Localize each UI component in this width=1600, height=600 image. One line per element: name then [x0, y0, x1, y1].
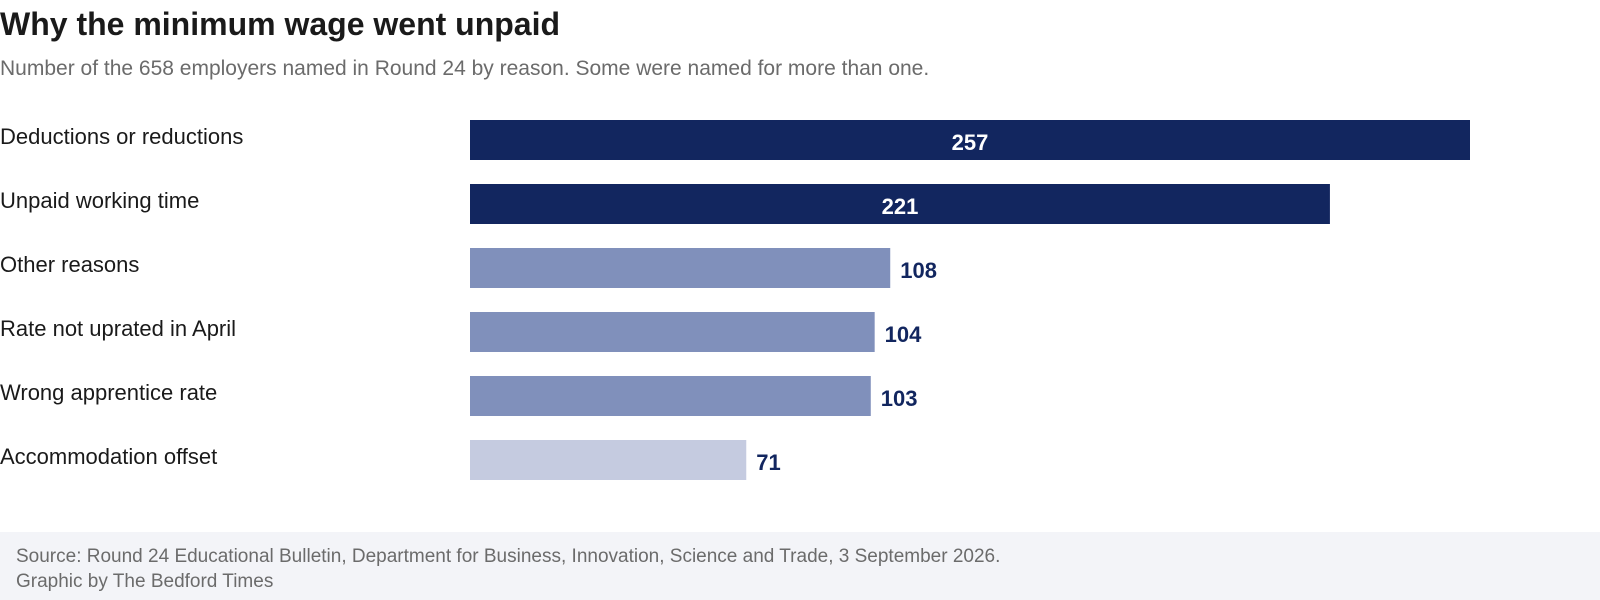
chart-footer: Source: Round 24 Educational Bulletin, D… [0, 532, 1600, 600]
bar-row: Unpaid working time 221 [0, 184, 1330, 224]
value-label: 103 [881, 386, 918, 411]
bar-row: Deductions or reductions 257 [0, 120, 1470, 160]
category-label: Accommodation offset [0, 444, 217, 469]
value-label: 257 [952, 130, 989, 155]
credit-note: Graphic by The Bedford Times [16, 571, 274, 592]
source-note: Source: Round 24 Educational Bulletin, D… [16, 546, 1001, 567]
category-label: Unpaid working time [0, 188, 199, 213]
chart-title: Why the minimum wage went unpaid [0, 6, 561, 42]
bar [470, 184, 1330, 224]
category-label: Rate not uprated in April [0, 316, 236, 341]
chart-subtitle: Number of the 658 employers named in Rou… [0, 57, 930, 80]
bar [470, 312, 875, 352]
bar-chart: Deductions or reductions 257 Unpaid workin… [0, 120, 1470, 480]
bar [470, 376, 871, 416]
value-label: 108 [900, 258, 937, 283]
category-label: Wrong apprentice rate [0, 380, 217, 405]
value-label: 104 [885, 322, 922, 347]
bar-row: Accommodation offset 71 [0, 440, 781, 480]
bar [470, 120, 1470, 160]
bar [470, 440, 747, 480]
bar-row: Rate not uprated in April 104 [0, 312, 922, 352]
category-label: Deductions or reductions [0, 124, 243, 149]
category-label: Other reasons [0, 252, 139, 277]
value-label: 221 [882, 194, 919, 219]
value-label: 71 [756, 450, 780, 475]
bar [470, 248, 891, 288]
bar-row: Wrong apprentice rate 103 [0, 376, 917, 416]
bar-row: Other reasons 108 [0, 248, 937, 288]
